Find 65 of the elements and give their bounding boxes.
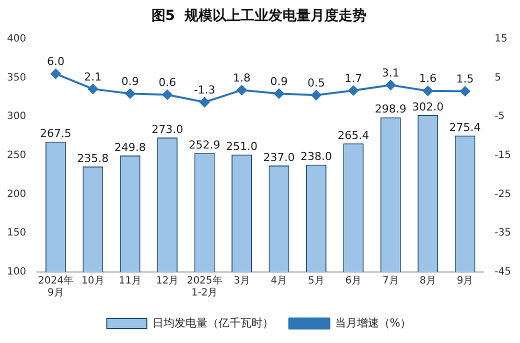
x-tick-label: 2024年 9月 xyxy=(38,274,74,299)
data-label: 0.9 xyxy=(270,74,288,88)
x-tick-label: 8月 xyxy=(420,276,436,287)
data-label: 237.0 xyxy=(263,150,295,164)
point xyxy=(236,85,247,96)
point xyxy=(422,86,433,96)
legend-label: 当月增速（%） xyxy=(334,316,412,330)
y-tick-label: 350 xyxy=(6,72,26,84)
point xyxy=(88,84,98,94)
y2-tick-label: 15 xyxy=(494,33,508,44)
x-tick-label: 7月 xyxy=(382,276,399,287)
y2-tick-label: -35 xyxy=(494,228,512,239)
y2-tick-label: -25 xyxy=(494,188,512,200)
x-tick-label: 2025年 1-2月 xyxy=(186,274,222,299)
y-tick-label: 150 xyxy=(6,228,26,239)
data-label: 1.8 xyxy=(233,71,251,84)
legend-label: 日均发电量（亿千瓦时） xyxy=(152,316,274,330)
x-tick-label: 12月 xyxy=(156,276,179,287)
data-label: 3.1 xyxy=(382,66,400,80)
data-label: 1.5 xyxy=(456,72,474,86)
x-tick-label: 6月 xyxy=(345,276,362,287)
data-label: 252.9 xyxy=(188,138,220,152)
data-label: 267.5 xyxy=(40,127,72,140)
data-label: 0.5 xyxy=(307,76,325,90)
x-tick-label: 5月 xyxy=(308,276,324,287)
y-tick-label: 400 xyxy=(6,33,26,44)
data-label: 273.0 xyxy=(152,122,184,136)
point xyxy=(162,90,172,100)
point xyxy=(386,80,396,90)
chart-title: 图5 规模以上工业发电量月度走势 xyxy=(151,7,367,24)
point xyxy=(274,88,284,99)
point xyxy=(460,86,470,96)
y2-tick-label: 5 xyxy=(494,72,502,84)
data-label: 238.0 xyxy=(300,150,332,164)
data-label: 275.4 xyxy=(449,121,481,134)
x-tick-label: 4月 xyxy=(270,276,288,287)
data-label: 302.0 xyxy=(412,100,444,114)
data-label: 0.6 xyxy=(158,76,176,90)
data-label: 0.9 xyxy=(121,74,139,88)
x-tick-label: 9月 xyxy=(456,276,474,287)
data-label: -1.3 xyxy=(194,84,216,97)
y-tick-label: 100 xyxy=(6,266,26,278)
point xyxy=(125,88,136,99)
y2-tick-label: -45 xyxy=(494,266,512,278)
point xyxy=(348,85,358,96)
y-tick-label: 300 xyxy=(6,111,26,122)
x-tick-label: 10月 xyxy=(82,276,104,287)
y-tick-label: 250 xyxy=(6,150,26,161)
point xyxy=(50,68,61,79)
data-label: 249.8 xyxy=(114,140,146,154)
y2-tick-label: -15 xyxy=(494,150,512,161)
x-tick-label: 11月 xyxy=(118,276,142,287)
data-label: 6.0 xyxy=(46,55,64,68)
point xyxy=(200,97,210,108)
data-label: 265.4 xyxy=(338,128,370,142)
data-label: 251.0 xyxy=(226,140,258,153)
y2-tick-label: -5 xyxy=(494,111,505,122)
data-label: 298.9 xyxy=(374,102,406,116)
y-tick-label: 200 xyxy=(6,188,26,200)
data-label: 1.6 xyxy=(419,72,437,86)
data-label: 2.1 xyxy=(84,70,102,84)
point xyxy=(311,90,322,100)
x-tick-label: 3月 xyxy=(234,276,250,287)
data-label: 1.7 xyxy=(344,72,362,85)
data-label: 235.8 xyxy=(77,152,109,165)
